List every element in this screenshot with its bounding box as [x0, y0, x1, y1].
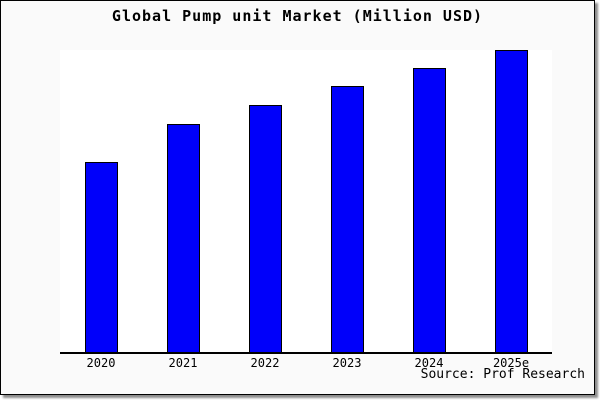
- bar-2023: [330, 85, 364, 352]
- plot-area: [60, 50, 552, 354]
- x-tick-label-2024: 2024: [414, 356, 444, 370]
- bars-container: [60, 50, 552, 352]
- bar-2025e: [494, 50, 528, 352]
- x-tick-label-2022: 2022: [250, 356, 280, 370]
- chart-title: Global Pump unit Market (Million USD): [111, 7, 484, 25]
- x-axis-labels: 2020 2021 2022 2023 2024 2025e: [60, 356, 552, 370]
- chart-frame: Global Pump unit Market (Million USD) 20…: [0, 0, 595, 395]
- bar-2021: [166, 124, 200, 352]
- x-tick-label-2021: 2021: [168, 356, 198, 370]
- bar-2024: [412, 68, 446, 352]
- bar-2020: [84, 162, 118, 352]
- bar-2022: [248, 104, 282, 352]
- source-credit: Source: Prof Research: [420, 367, 585, 382]
- x-tick-label-2020: 2020: [86, 356, 116, 370]
- x-tick-label-2023: 2023: [332, 356, 362, 370]
- x-tick-label-2025e: 2025e: [492, 356, 530, 370]
